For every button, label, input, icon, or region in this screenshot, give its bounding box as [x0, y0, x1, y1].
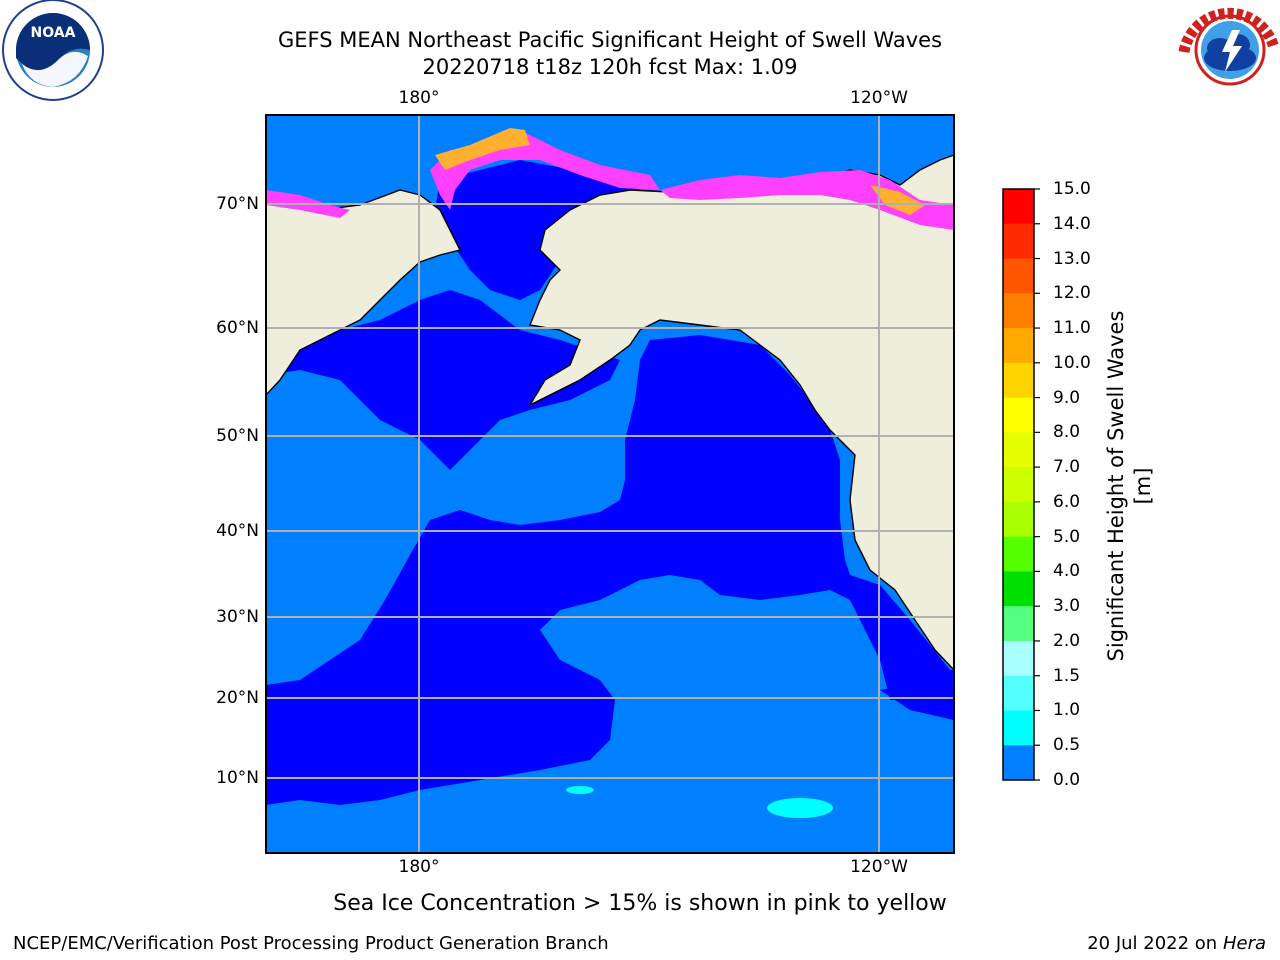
colorbar-segment — [1003, 293, 1034, 329]
lon-label-top-180: 180° — [398, 88, 440, 108]
colorbar-tick-label: 0.0 — [1053, 770, 1081, 790]
lon-label-bottom-180: 180° — [398, 857, 440, 877]
colorbar-tick-label: 3.0 — [1053, 596, 1081, 617]
noaa-logo-icon: NOAA — [2, 0, 104, 101]
lat-label-30n: 30°N — [216, 607, 259, 627]
lat-label-60n: 60°N — [216, 318, 259, 338]
lon-label-bottom-120w: 120°W — [850, 857, 908, 877]
colorbar-tick-label: 9.0 — [1053, 387, 1081, 408]
lon-label-top-120w: 120°W — [850, 88, 908, 108]
colorbar-segment — [1003, 258, 1034, 294]
colorbar-tick-label: 0.5 — [1053, 735, 1081, 756]
colorbar-tick-label: 4.0 — [1053, 561, 1081, 582]
colorbar-segment — [1003, 328, 1034, 364]
colorbar-segment — [1003, 710, 1034, 746]
colorbar-tick-label: 1.5 — [1053, 665, 1081, 686]
colorbar-title: Significant Height of Swell Waves [m] — [1104, 310, 1155, 662]
footer-credit: NCEP/EMC/Verification Post Processing Pr… — [13, 933, 609, 954]
colorbar-tick-label: 8.0 — [1053, 422, 1081, 443]
swell-band-0-0.5 — [880, 680, 954, 720]
colorbar-segment — [1003, 501, 1034, 538]
map-frame — [265, 114, 955, 854]
graticule — [266, 115, 954, 853]
footer-host: Hera — [1222, 933, 1266, 954]
colorbar-segment — [1003, 675, 1034, 711]
sea-ice-arctic — [660, 170, 954, 230]
colorbar-tick-label: 11.0 — [1053, 318, 1091, 339]
colorbar-tick-label: 7.0 — [1053, 457, 1081, 478]
colorbar-segment — [1003, 571, 1034, 607]
colorbar-tick-label: 10.0 — [1053, 352, 1091, 373]
colorbar-segment — [1003, 189, 1034, 225]
lat-label-70n: 70°N — [216, 194, 259, 214]
colorbar-tick-label: 1.0 — [1053, 700, 1081, 721]
colorbar-tick-label: 2.0 — [1053, 630, 1081, 651]
colorbar — [1002, 188, 1040, 781]
colorbar-tick-label: 12.0 — [1053, 283, 1091, 304]
plot-subtitle: 20220718 t18z 120h fcst Max: 1.09 — [422, 55, 798, 79]
colorbar-segment — [1003, 397, 1034, 433]
swell-band-0-0.5 — [435, 160, 640, 300]
swell-band-1.0-1.5 — [767, 798, 833, 818]
swell-band-0-0.5 — [266, 335, 954, 805]
lat-label-50n: 50°N — [216, 426, 259, 446]
sea-ice-caption: Sea Ice Concentration > 15% is shown in … — [333, 891, 947, 916]
colorbar-segment — [1003, 467, 1034, 503]
nws-logo-icon — [1178, 2, 1280, 98]
lat-label-40n: 40°N — [216, 521, 259, 541]
swell-band-0-0.5 — [266, 290, 620, 470]
swell-band-1.0-1.5 — [566, 786, 594, 794]
colorbar-tick-label: 14.0 — [1053, 213, 1091, 234]
colorbar-tick-label: 6.0 — [1053, 491, 1081, 512]
sea-ice-arctic — [435, 128, 530, 170]
colorbar-segment — [1003, 362, 1034, 399]
colorbar-tick-label: 13.0 — [1053, 248, 1091, 269]
lat-label-10n: 10°N — [216, 768, 259, 788]
colorbar-tick-label: 5.0 — [1053, 526, 1081, 547]
sea-ice-arctic — [870, 185, 925, 215]
footer-date-text: 20 Jul 2022 on — [1087, 933, 1223, 954]
colorbar-segment — [1003, 640, 1034, 677]
footer-date: 20 Jul 2022 on Hera — [1087, 933, 1266, 954]
lat-label-20n: 20°N — [216, 688, 259, 708]
colorbar-segment — [1003, 745, 1034, 781]
colorbar-segment — [1003, 223, 1034, 260]
colorbar-frame — [1002, 188, 1035, 781]
colorbar-tick-label: 15.0 — [1053, 179, 1091, 199]
noaa-logo-text: NOAA — [31, 25, 76, 41]
plot-title: GEFS MEAN Northeast Pacific Significant … — [277, 28, 943, 52]
colorbar-segment — [1003, 432, 1034, 468]
colorbar-segment — [1003, 606, 1034, 642]
colorbar-segment — [1003, 536, 1034, 572]
